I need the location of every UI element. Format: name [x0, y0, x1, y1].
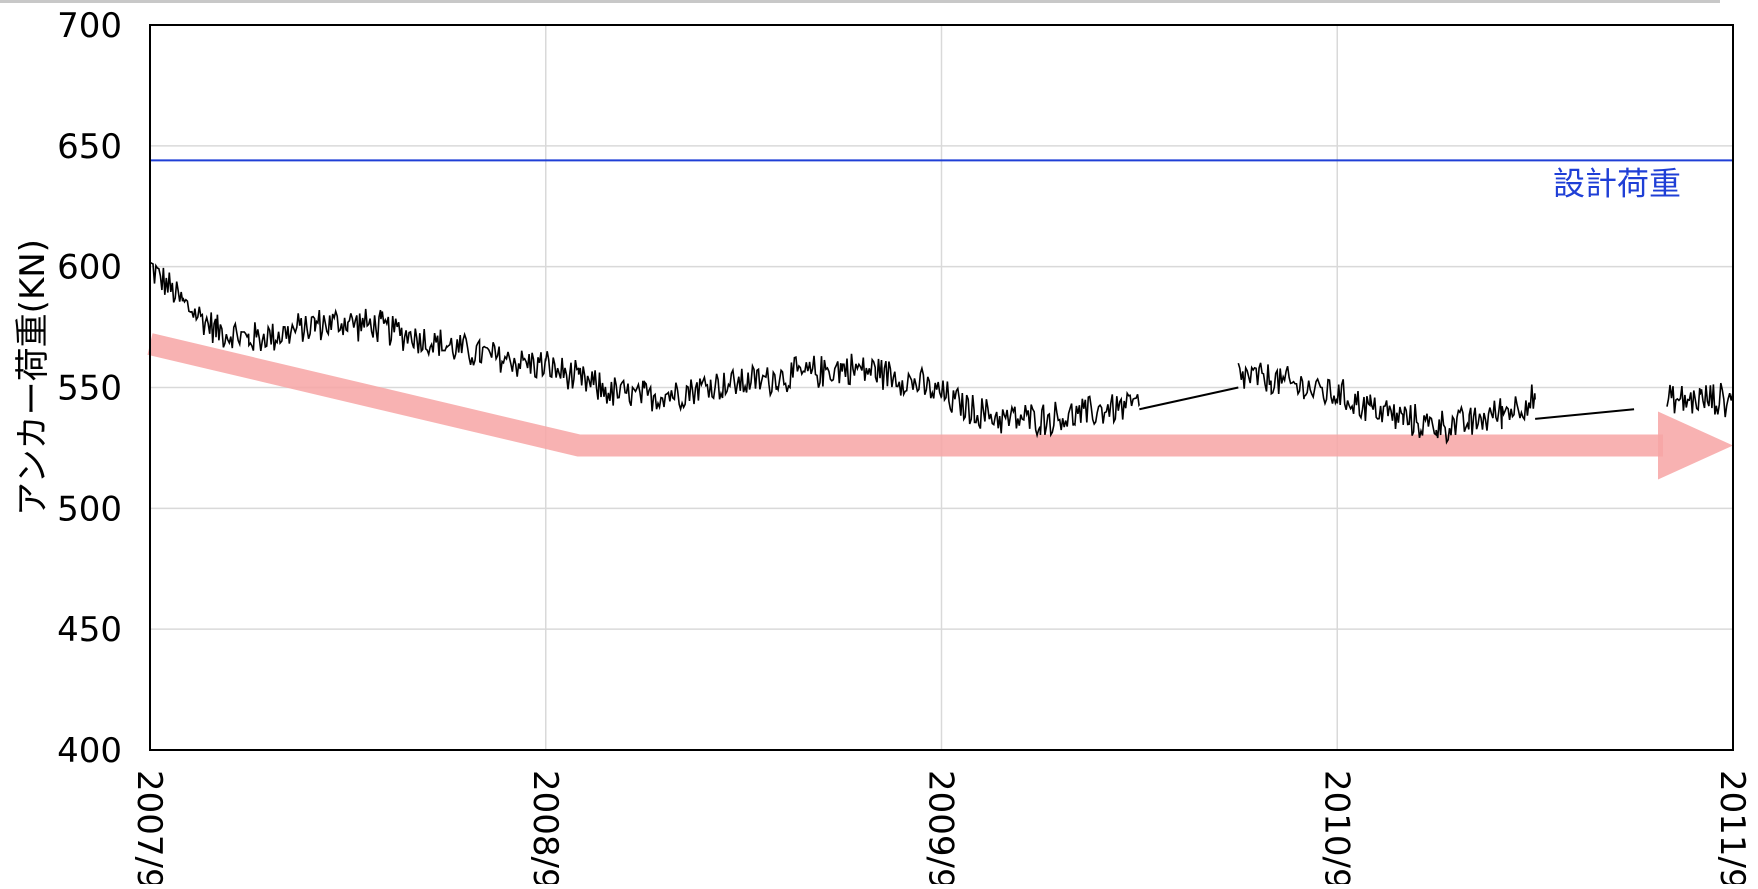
- gap-connector-line: [1535, 408, 1635, 420]
- anchor-load-series: [1666, 382, 1734, 418]
- y-tick-label: 400: [57, 731, 122, 771]
- design-load-label: 設計荷重: [1553, 164, 1681, 202]
- x-tick-label: 2011/9: [1712, 770, 1752, 884]
- y-tick-label: 500: [57, 489, 122, 529]
- trend-arrow-shaft: [147, 333, 1663, 457]
- y-tick-label: 600: [57, 248, 122, 288]
- plot-frame: [149, 24, 1734, 751]
- gap-connector-line: [1139, 386, 1239, 411]
- anchor-load-series: [1237, 362, 1536, 445]
- x-tick-label: 2008/9: [525, 770, 565, 884]
- x-tick-label: 2009/9: [921, 770, 961, 884]
- x-tick-label: 2007/9: [129, 770, 169, 884]
- anchor-load-series: [149, 261, 1141, 439]
- y-tick-label: 450: [57, 610, 122, 650]
- y-tick-label: 550: [57, 369, 122, 409]
- x-tick-label: 2010/9: [1316, 770, 1356, 884]
- y-axis-title: アンカー荷重(KN): [13, 239, 53, 516]
- trend-arrow-head: [1658, 411, 1733, 480]
- top-border-line: [0, 0, 1720, 3]
- y-tick-label: 650: [57, 127, 122, 167]
- y-tick-label: 700: [57, 6, 122, 46]
